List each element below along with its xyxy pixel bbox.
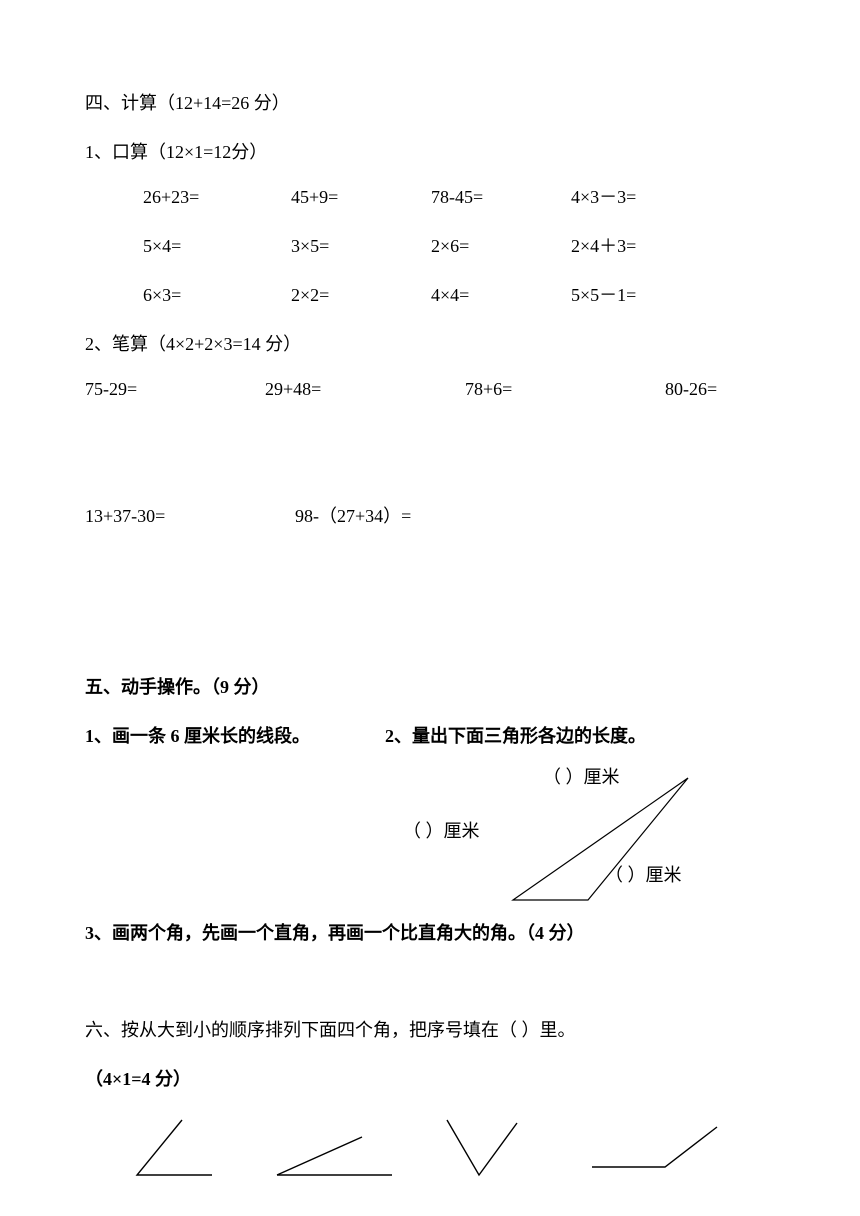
calc-row: 75-29= 29+48= 78+6= 80-26= [85, 376, 775, 403]
angle-row [85, 1115, 775, 1185]
triangle-icon [393, 770, 713, 915]
calc-cell: 5×5－1= [571, 282, 636, 309]
calc-row: 13+37-30= 98-（27+34）= [85, 503, 775, 530]
calc-cell: 78-45= [431, 184, 571, 211]
calc-cell: 29+48= [265, 376, 465, 403]
calc-cell: 26+23= [143, 184, 291, 211]
calc-cell: 4×4= [431, 282, 571, 309]
angle-shape [587, 1115, 747, 1185]
angle-shape [107, 1115, 267, 1185]
calc-cell: 13+37-30= [85, 503, 295, 530]
calc-row: 6×3= 2×2= 4×4= 5×5－1= [143, 282, 775, 309]
calc-cell: 98-（27+34）= [295, 503, 411, 530]
calc-cell: 4×3－3= [571, 184, 636, 211]
q5-q3: 3、画两个角，先画一个直角，再画一个比直角大的角。（4 分） [85, 920, 775, 947]
calc-cell: 2×2= [291, 282, 431, 309]
q5-q2: 2、量出下面三角形各边的长度。 [385, 723, 646, 750]
calc-row: 5×4= 3×5= 2×6= 2×4＋3= [143, 233, 775, 260]
angle-shape [427, 1115, 587, 1185]
calc-cell: 2×6= [431, 233, 571, 260]
section-4-q2-title: 2、笔算（4×2+2×3=14 分） [85, 331, 775, 358]
calc-cell: 5×4= [143, 233, 291, 260]
calc-cell: 2×4＋3= [571, 233, 636, 260]
calc-cell: 45+9= [291, 184, 431, 211]
calc-cell: 6×3= [143, 282, 291, 309]
section-5-title: 五、动手操作。（9 分） [85, 674, 775, 701]
section-4-q1-title: 1、口算（12×1=12分） [85, 139, 775, 166]
calc-cell: 78+6= [465, 376, 665, 403]
angle-shape [267, 1115, 427, 1185]
q5-row: 1、画一条 6 厘米长的线段。 2、量出下面三角形各边的长度。 [85, 723, 775, 750]
calc-cell: 3×5= [291, 233, 431, 260]
calc-cell: 75-29= [85, 376, 265, 403]
calc-row: 26+23= 45+9= 78-45= 4×3－3= [143, 184, 775, 211]
triangle-wrap: （ ）厘米 （ ）厘米 （ ）厘米 [85, 760, 775, 920]
section-4-title: 四、计算（12+14=26 分） [85, 90, 775, 117]
q5-q1: 1、画一条 6 厘米长的线段。 [85, 723, 385, 750]
calc-cell: 80-26= [665, 376, 717, 403]
section-6-score: （4×1=4 分） [85, 1066, 775, 1093]
section-6-title: 六、按从大到小的顺序排列下面四个角，把序号填在（ ）里。 [85, 1017, 775, 1044]
